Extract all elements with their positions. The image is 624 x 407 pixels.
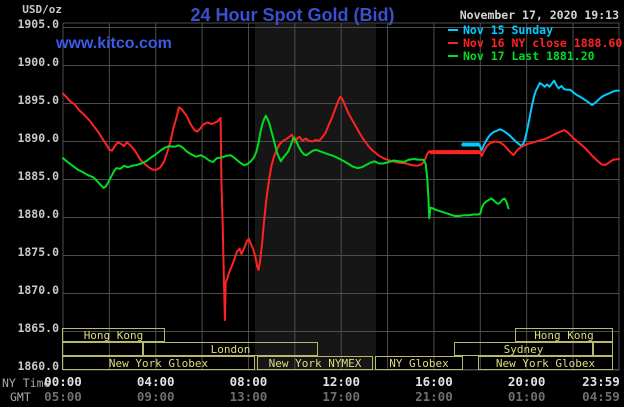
y-tick-label: 1870.0	[17, 282, 59, 297]
session-box-unlabeled	[62, 342, 143, 356]
y-tick-label: 1895.0	[17, 92, 59, 107]
y-tick-label: 1905.0	[17, 16, 59, 31]
page-title: 24 Hour Spot Gold (Bid)	[190, 5, 395, 25]
legend-dash-icon	[448, 42, 458, 44]
x-tick-gmt-label: 17:00	[322, 389, 360, 404]
legend: Nov 15 Sunday Nov 16 NY close 1888.60 Nov …	[448, 24, 622, 63]
x-tick-ny-label: 04:00	[136, 374, 175, 389]
y-tick-label: 1890.0	[17, 130, 59, 145]
session-box-ny-globex: NY Globex	[375, 356, 463, 370]
x-tick-ny-label: 20:00	[507, 374, 546, 389]
y-tick-label: 1900.0	[17, 54, 59, 69]
gmt-caption: GMT	[10, 390, 31, 404]
x-tick-gmt-label: 09:00	[136, 389, 175, 404]
session-box-sydney: Sydney	[454, 342, 593, 356]
session-box-new-york-nymex: New York NYMEX	[257, 356, 373, 370]
y-tick-label: 1885.0	[17, 168, 59, 183]
plot-frame	[62, 22, 620, 371]
legend-label: Nov 15 Sunday	[463, 23, 554, 37]
x-tick-ny-label: 08:00	[229, 374, 268, 389]
kitco-watermark-link[interactable]: www.kitco.com	[56, 35, 172, 52]
y-tick-label: 1880.0	[17, 206, 59, 221]
legend-dash-icon	[448, 29, 458, 31]
y-tick-label: 1875.0	[17, 244, 59, 259]
x-tick-ny-label: 16:00	[415, 374, 453, 389]
y-tick-label: 1860.0	[17, 358, 59, 373]
session-box-new-york-globex: New York Globex	[478, 356, 613, 370]
x-tick-ny-label: 12:00	[322, 374, 360, 389]
session-box-unlabeled	[593, 342, 613, 356]
session-box-london: London	[143, 342, 318, 356]
y-tick-label: 1865.0	[17, 320, 59, 335]
x-tick-gmt-label: 05:00	[44, 389, 82, 404]
session-box-hong-kong: Hong Kong	[62, 328, 165, 342]
x-tick-gmt-label: 13:00	[229, 389, 268, 404]
x-tick-gmt-label: 01:00	[507, 389, 546, 404]
x-tick-gmt-label: 04:59	[582, 389, 620, 404]
legend-item: Nov 16 NY close 1888.60	[448, 37, 622, 50]
legend-item: Nov 17 Last 1881.20	[448, 50, 622, 63]
legend-label: Nov 16 NY close 1888.60	[463, 36, 623, 50]
x-tick-ny-label: 23:59	[582, 374, 620, 389]
datetime-label: November 17, 2020 19:13	[459, 8, 619, 22]
x-tick-gmt-label: 21:00	[415, 389, 453, 404]
legend-label: Nov 17 Last 1881.20	[463, 49, 595, 63]
session-box-hong-kong: Hong Kong	[515, 328, 613, 342]
series-line-nov-16-ny-close-1888-60	[62, 92, 620, 322]
y-axis-unit-label: USD/oz	[22, 3, 62, 16]
series-line-nov-17-last-1881-20	[62, 114, 510, 220]
series-line-nov-15-sunday	[461, 79, 620, 152]
legend-item: Nov 15 Sunday	[448, 24, 622, 37]
session-box-new-york-globex: New York Globex	[62, 356, 255, 370]
x-tick-ny-label: 00:00	[44, 374, 82, 389]
nymex-session-highlight-band	[255, 24, 376, 369]
ny-time-caption: NY Time	[2, 376, 51, 390]
legend-dash-icon	[448, 55, 458, 57]
